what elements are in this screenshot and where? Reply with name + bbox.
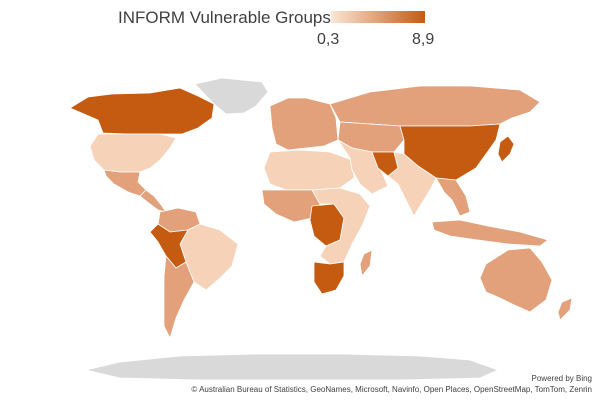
region-russia[interactable] (329, 85, 541, 127)
region-japan[interactable] (497, 135, 515, 163)
region-mexico[interactable] (103, 169, 147, 197)
region-southeast-asia[interactable] (435, 177, 471, 217)
powered-by-bing: Powered by Bing (531, 374, 592, 383)
region-india[interactable] (387, 151, 437, 217)
legend-max-label: 8,9 (412, 31, 435, 48)
region-south-africa[interactable] (313, 261, 345, 295)
legend-min-label: 0,3 (317, 31, 340, 48)
legend-color-scale (331, 11, 425, 23)
region-new-zealand[interactable] (557, 297, 573, 321)
legend-title: INFORM Vulnerable Groups (118, 8, 331, 27)
region-antarctica[interactable] (85, 353, 500, 381)
region-usa[interactable] (89, 133, 177, 173)
region-argentina[interactable] (163, 255, 195, 340)
region-north-africa[interactable] (263, 149, 355, 191)
region-central-america[interactable] (139, 189, 167, 213)
map-attribution: © Australian Bureau of Statistics, GeoNa… (191, 385, 592, 394)
region-europe[interactable] (269, 97, 339, 151)
region-australia[interactable] (479, 247, 553, 313)
region-madagascar[interactable] (359, 249, 373, 277)
region-greenland[interactable] (194, 77, 269, 115)
region-indonesia[interactable] (431, 219, 549, 247)
region-arabia[interactable] (337, 139, 389, 195)
region-canada[interactable] (69, 87, 215, 135)
